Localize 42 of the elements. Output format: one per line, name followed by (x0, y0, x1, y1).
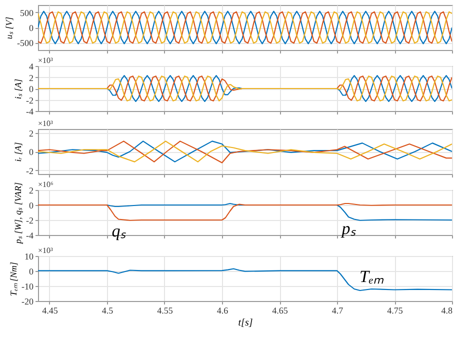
y-tick-label: 4 (29, 62, 34, 72)
y-axis-title: Tₑₘ [Nm] (8, 261, 19, 296)
y-tick-label: 0 (29, 147, 34, 157)
y-axis-title: pₛ [W], qₛ [VAR] (13, 182, 24, 245)
x-tick-label: 4.65 (272, 306, 288, 316)
line-series (38, 268, 452, 292)
line-series (38, 202, 452, 221)
text: ×10³ (38, 246, 54, 255)
y-axis-title: uₛ [V] (4, 16, 14, 40)
y-tick-label: 0 (29, 84, 34, 94)
y-tick-label: 0 (29, 200, 34, 210)
text: ×10³ (38, 119, 54, 128)
x-tick-label: 4.7 (332, 306, 344, 316)
x-tick-label: 4.55 (157, 306, 174, 316)
y-tick-label: 2 (29, 128, 34, 138)
y-tick-label: 0 (29, 266, 34, 276)
text: ×10³ (38, 56, 54, 65)
y-tick-label: 500 (20, 8, 34, 18)
y-tick-label: -10 (22, 282, 34, 292)
y-tick-label: 2 (29, 186, 34, 196)
y-tick-label: -20 (22, 296, 34, 306)
y-tick-label: -500 (17, 38, 34, 48)
x-tick-label: 4.8 (441, 306, 453, 316)
y-tick-label: 2 (29, 72, 34, 83)
x-tick-label: 4.6 (216, 306, 229, 316)
y-tick-label: -2 (26, 216, 34, 226)
y-tick-label: -2 (26, 95, 34, 106)
annotation: Tₑₘ (360, 267, 384, 286)
y-axis-title: iᵣ [A] (13, 142, 24, 162)
text: ×10⁶ (38, 180, 54, 189)
y-tick-label: -4 (26, 230, 34, 240)
y-tick-label: -2 (26, 166, 34, 176)
x-tick-label: 4.45 (42, 306, 58, 316)
x-tick-label: 4.75 (387, 306, 404, 316)
y-axis-title: iₛ [A] (13, 78, 24, 100)
x-axis-title: t[s] (238, 318, 253, 328)
annotation: pₛ (340, 219, 356, 238)
y-tick-label: 10 (24, 252, 34, 262)
annotation: qₛ (112, 221, 126, 240)
x-tick-label: 4.5 (102, 306, 114, 316)
y-tick-label: 0 (29, 23, 34, 33)
y-tick-label: -4 (26, 106, 34, 116)
